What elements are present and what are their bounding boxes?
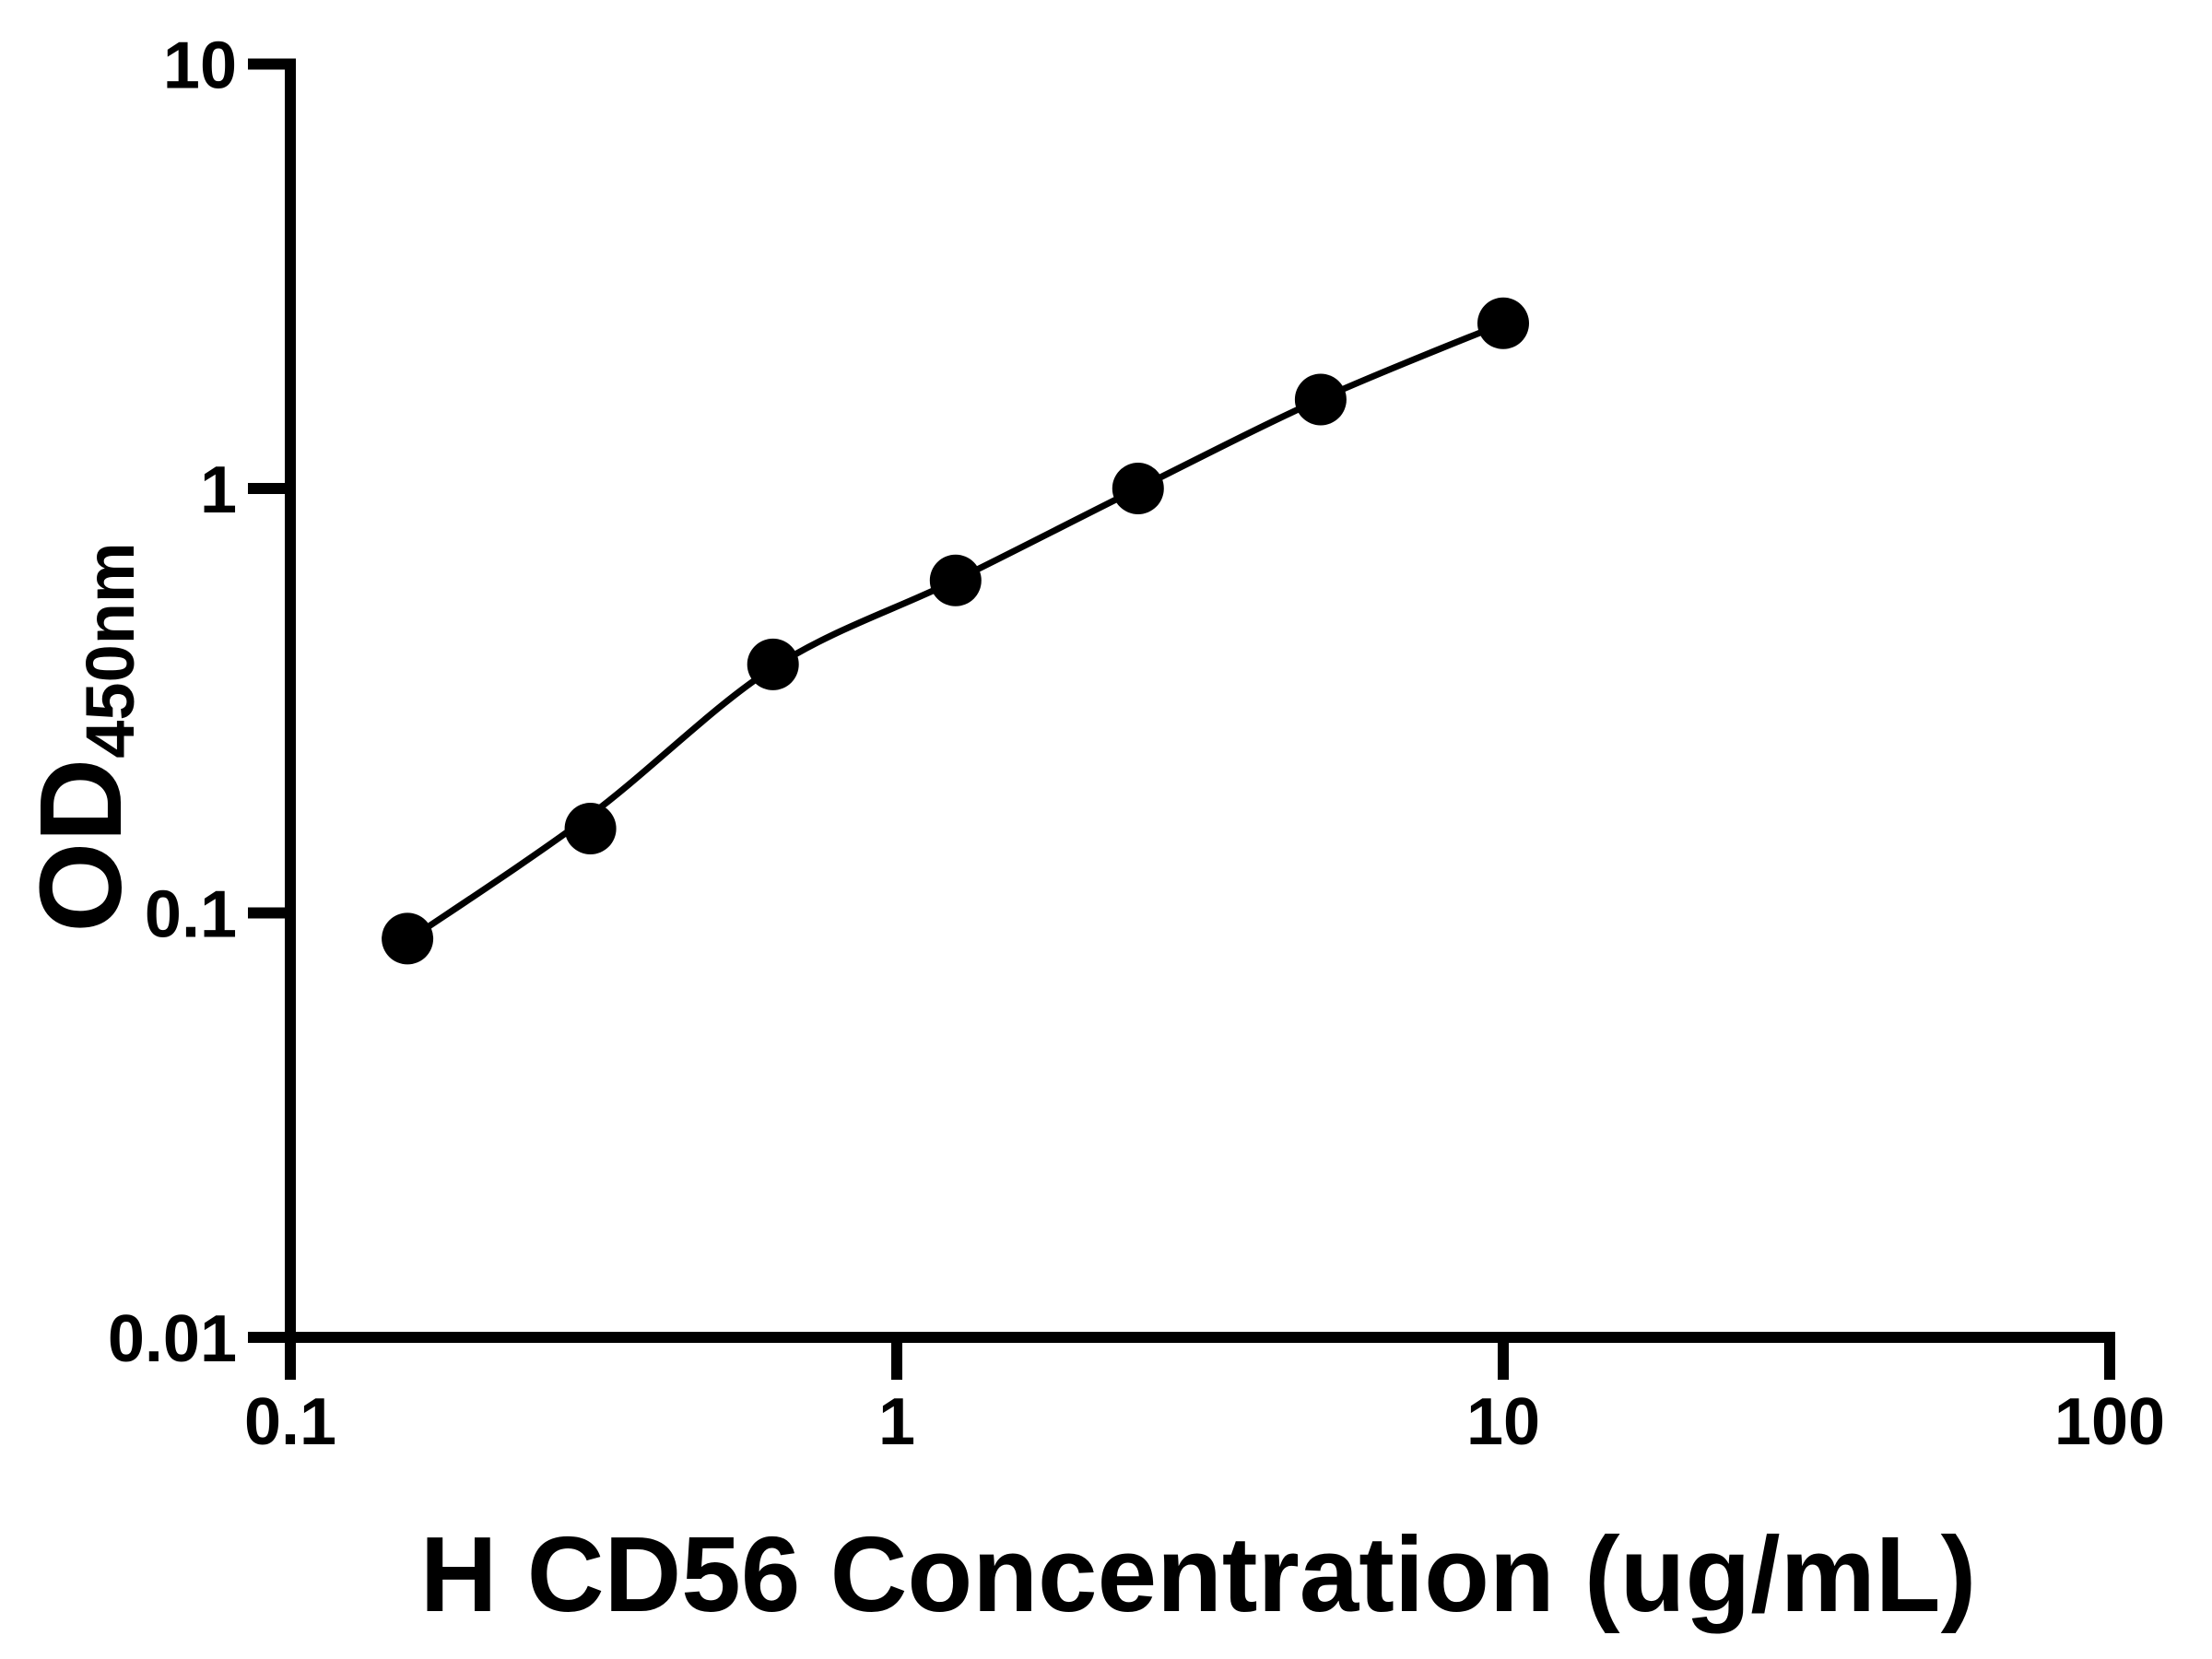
data-point-marker [382,912,434,965]
y-axis-title-sub: 450nm [72,542,148,759]
y-tick-label: 10 [163,29,237,103]
data-point-marker [929,554,982,606]
data-point-marker [1294,373,1347,426]
data-point-marker [564,803,617,854]
x-tick-label: 100 [2054,1385,2165,1459]
y-axis-title: OD450nm [16,542,148,932]
data-point-marker [1112,463,1164,514]
x-tick-label: 0.1 [244,1385,336,1459]
y-axis-title-main: OD [16,758,146,933]
x-tick-label: 1 [878,1385,915,1459]
x-axis-title: H CD56 Concentration (ug/mL) [419,1514,1977,1634]
y-tick-label: 0.01 [108,1302,237,1376]
data-point-marker [1477,297,1529,349]
y-tick-label: 0.1 [145,878,237,952]
x-tick-label: 10 [1466,1385,1540,1459]
y-tick-label: 1 [200,453,237,527]
data-point-marker [747,638,799,690]
